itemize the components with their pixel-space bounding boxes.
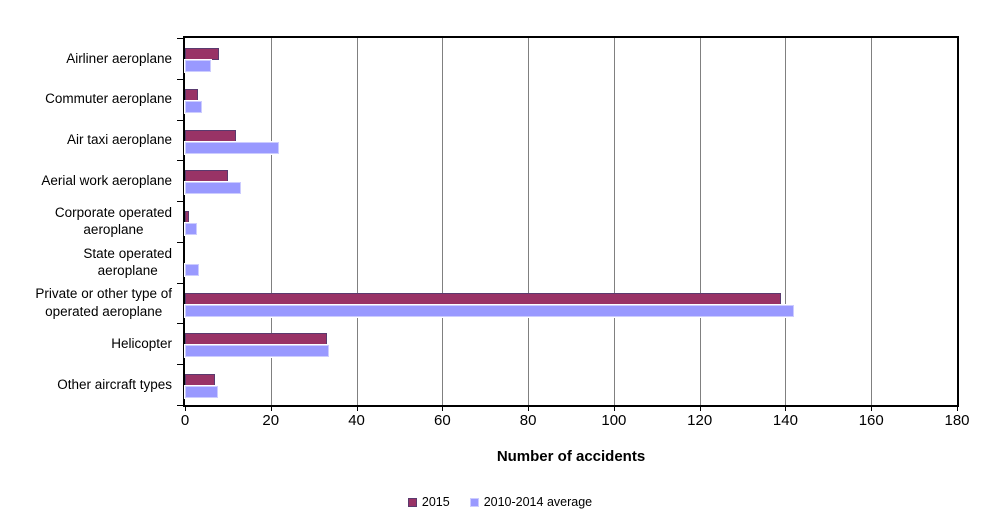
y-tick-mark-3 — [177, 160, 183, 162]
bar-2015-row4 — [185, 211, 190, 224]
x-tick-label-60: 60 — [433, 412, 451, 429]
y-tick-mark-2 — [177, 119, 183, 121]
bar-2010-2014-average-row6 — [185, 304, 795, 317]
x-tick-label-40: 40 — [348, 412, 365, 429]
legend-item-2010-2014-average: 2010-2014 average — [469, 495, 593, 509]
gridline-140 — [785, 38, 787, 405]
gridline-40 — [356, 38, 358, 405]
x-tick-mark-140 — [785, 405, 787, 411]
bar-2010-2014-average-row2 — [185, 141, 280, 154]
x-tick-mark-60 — [442, 405, 444, 411]
category-label-text: Other aircraft types — [57, 376, 172, 392]
x-tick-label-180: 180 — [944, 412, 970, 429]
category-label-text: Aerial work aeroplane — [41, 172, 172, 188]
x-tick-mark-40 — [356, 405, 358, 411]
bar-2015-row7 — [185, 333, 327, 346]
x-tick-label-100: 100 — [601, 412, 627, 429]
legend-label: 2015 — [421, 495, 450, 509]
bar-2010-2014-average-row7 — [185, 345, 330, 358]
y-tick-mark-0 — [177, 38, 183, 39]
category-label-row4: Corporate operated aeroplane — [0, 201, 178, 242]
gridline-100 — [613, 38, 615, 405]
bar-2015-row6 — [185, 292, 782, 305]
y-tick-mark-8 — [177, 364, 183, 366]
legend-swatch-icon — [469, 497, 479, 507]
x-tick-mark-100 — [613, 405, 615, 411]
y-tick-mark-4 — [177, 201, 183, 203]
category-label-text: State operated aeroplane — [83, 245, 172, 279]
x-tick-mark-0 — [185, 405, 186, 411]
x-tick-mark-180 — [957, 405, 958, 411]
bar-2015-row1 — [185, 88, 198, 101]
y-tick-mark-7 — [177, 323, 183, 325]
bar-2010-2014-average-row1 — [185, 100, 203, 113]
x-tick-label-160: 160 — [858, 412, 884, 429]
category-label-row6: Private or other type of operated aeropl… — [0, 283, 178, 324]
y-tick-mark-1 — [177, 78, 183, 80]
bar-2010-2014-average-row5 — [185, 263, 199, 276]
category-label-text: Airliner aeroplane — [66, 50, 172, 66]
gridline-20 — [270, 38, 272, 405]
category-label-text: Air taxi aeroplane — [66, 132, 172, 148]
legend: 2015 2010-2014 average — [0, 495, 1000, 509]
x-tick-label-120: 120 — [687, 412, 713, 429]
gridline-120 — [699, 38, 701, 405]
category-label-text: Commuter aeroplane — [45, 91, 172, 107]
plot-area — [183, 36, 959, 407]
gridline-80 — [528, 38, 530, 405]
category-label-row8: Other aircraft types — [0, 364, 178, 405]
category-label-text: Private or other type of operated aeropl… — [35, 286, 172, 320]
bar-2010-2014-average-row8 — [185, 386, 219, 399]
category-label-text: Corporate operated aeroplane — [54, 204, 172, 238]
y-tick-mark-9 — [177, 405, 183, 406]
y-tick-mark-6 — [177, 282, 183, 284]
category-label-text: Helicopter — [111, 336, 172, 352]
category-label-row2: Air taxi aeroplane — [0, 120, 178, 161]
gridline-160 — [871, 38, 873, 405]
x-tick-label-0: 0 — [180, 412, 190, 429]
bar-2010-2014-average-row3 — [185, 182, 241, 195]
gridline-60 — [442, 38, 444, 405]
bar-2010-2014-average-row0 — [185, 60, 211, 72]
category-label-row0: Airliner aeroplane — [0, 38, 178, 79]
x-tick-label-140: 140 — [772, 412, 798, 429]
bar-2015-row0 — [185, 48, 220, 60]
category-label-row1: Commuter aeroplane — [0, 79, 178, 120]
x-tick-label-20: 20 — [262, 412, 280, 429]
x-tick-mark-160 — [871, 405, 873, 411]
legend-item-2015: 2015 — [407, 495, 450, 509]
bar-2010-2014-average-row4 — [185, 223, 197, 236]
legend-swatch-icon — [407, 497, 417, 507]
x-tick-mark-80 — [528, 405, 530, 411]
x-axis-title: Number of accidents — [496, 448, 646, 465]
bar-2015-row8 — [185, 374, 216, 387]
category-label-row3: Aerial work aeroplane — [0, 160, 178, 201]
category-label-row5: State operated aeroplane — [0, 242, 178, 283]
x-tick-mark-20 — [270, 405, 272, 411]
bar-2015-row3 — [185, 170, 228, 183]
x-tick-mark-120 — [699, 405, 701, 411]
x-tick-label-80: 80 — [519, 412, 537, 429]
legend-label: 2010-2014 average — [483, 495, 593, 509]
y-tick-mark-5 — [177, 241, 183, 243]
bar-2015-row2 — [185, 129, 237, 142]
category-label-row7: Helicopter — [0, 323, 178, 364]
